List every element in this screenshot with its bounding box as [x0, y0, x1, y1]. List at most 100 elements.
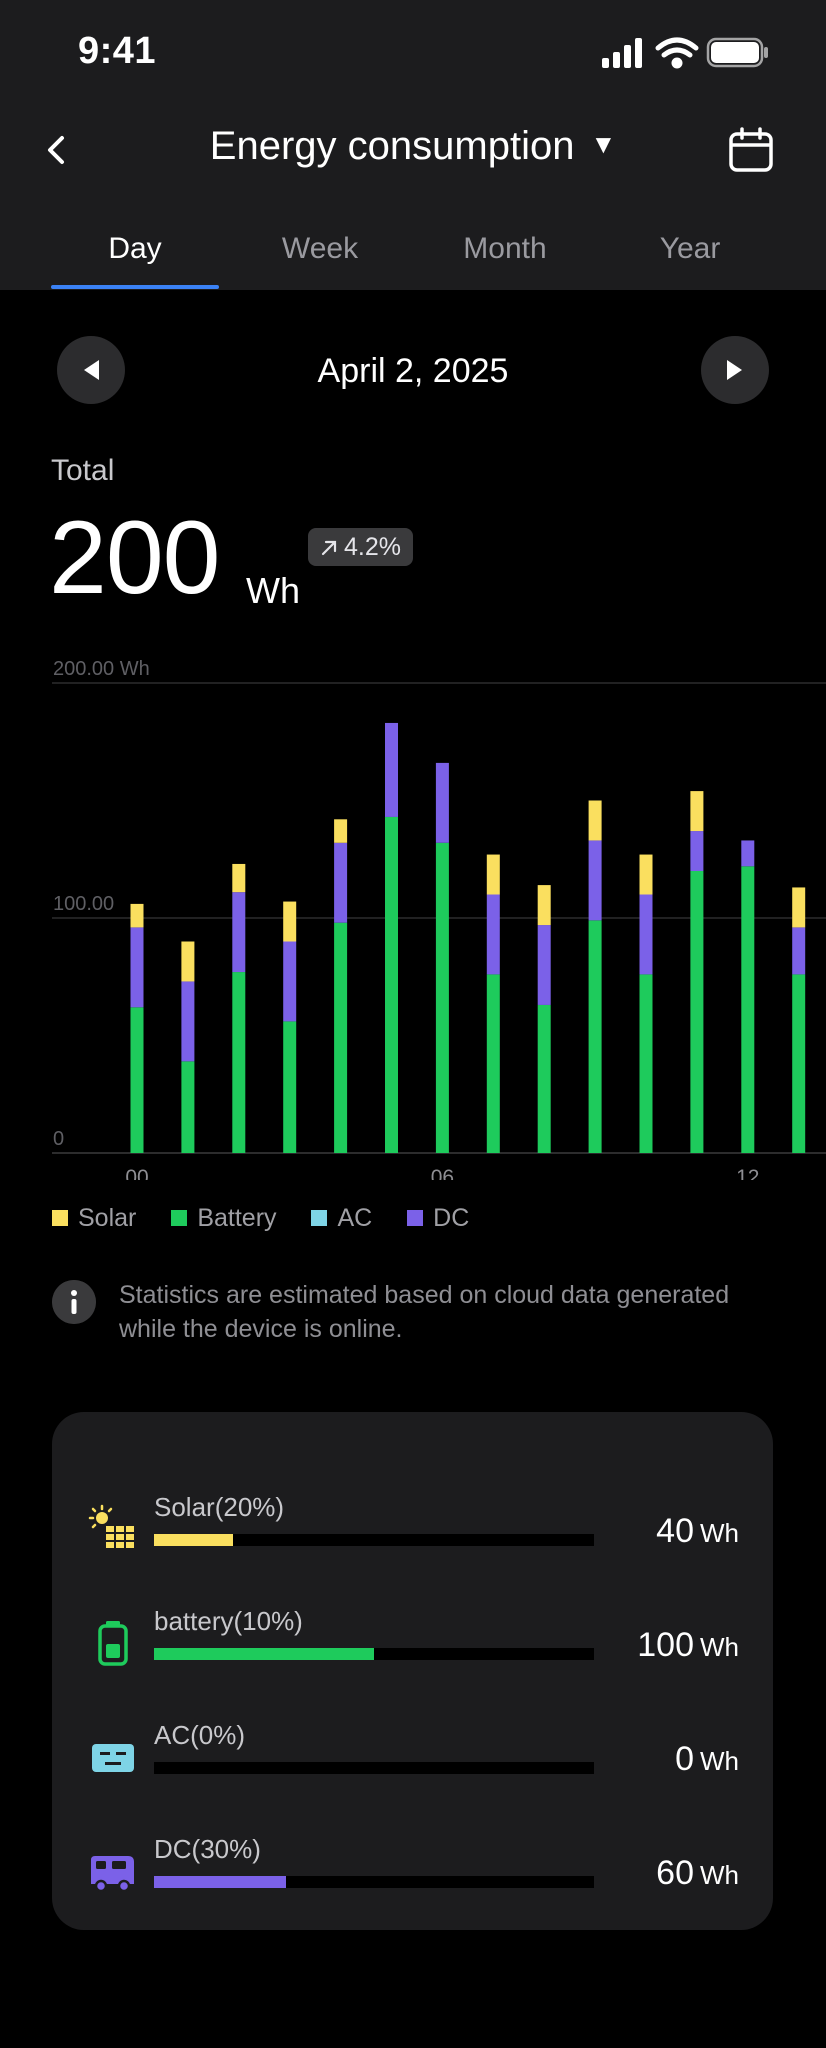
battery-bar-fill: [154, 1648, 374, 1660]
bar-segment-battery-06: [435, 842, 449, 1153]
total-value: 200: [49, 500, 221, 616]
bar-segment-solar-00: [130, 903, 144, 928]
bar-segment-dc-03: [283, 941, 297, 1022]
page-title[interactable]: Energy consumption ▼: [0, 124, 826, 169]
solar-panel-icon: [88, 1504, 134, 1548]
chevron-left-icon[interactable]: [38, 126, 74, 174]
tab-week[interactable]: Week: [281, 232, 359, 265]
date-label: April 2, 2025: [317, 352, 509, 390]
bar-segment-battery-07: [486, 974, 500, 1153]
triangle-left-icon: [84, 360, 99, 380]
bar-segment-battery-04: [334, 922, 348, 1153]
bar-segment-battery-11: [690, 871, 704, 1153]
dc-value: 60 Wh: [656, 1854, 739, 1892]
bar-segment-solar-07: [486, 854, 500, 895]
bar-segment-battery-02: [232, 972, 246, 1153]
solar-bar: [154, 1534, 594, 1546]
tab-day[interactable]: Day: [108, 232, 162, 265]
bar-segment-battery-00: [130, 1007, 144, 1153]
battery-status-icon: [706, 37, 768, 68]
period-tabs: Day Week Month Year: [0, 232, 826, 290]
y-tick-label: 200.00 Wh: [53, 658, 150, 680]
legend-ac: AC: [311, 1204, 372, 1233]
bar-segment-dc-02: [232, 892, 246, 973]
bar-segment-dc-10: [639, 894, 653, 975]
bar-segment-dc-11: [690, 831, 704, 871]
bar-segment-dc-00: [130, 927, 144, 1008]
tab-underline: [51, 285, 219, 289]
solar-bar-fill: [154, 1534, 234, 1546]
bar-segment-solar-02: [232, 863, 246, 893]
solar-value: 40 Wh: [656, 1512, 739, 1550]
tab-year[interactable]: Year: [659, 232, 721, 265]
bar-segment-solar-04: [334, 819, 348, 843]
battery-label: battery(10%): [154, 1606, 303, 1636]
total-unit: Wh: [246, 570, 300, 611]
bar-segment-solar-09: [588, 800, 602, 841]
y-tick-label: 100.00: [53, 893, 114, 915]
calendar-icon[interactable]: [728, 126, 774, 174]
ac-label: AC(0%): [154, 1720, 246, 1750]
x-tick-label: 00: [125, 1166, 148, 1180]
previous-date-button[interactable]: [57, 336, 125, 404]
bar-segment-dc-04: [334, 842, 348, 923]
breakdown-card: Solar(20%) 40 Wh battery(10%) 100 Wh AC(0%…: [52, 1412, 773, 1930]
battery-bar: [154, 1648, 594, 1660]
bar-segment-dc-12: [741, 840, 755, 867]
wifi-icon: [655, 37, 699, 69]
next-date-button[interactable]: [701, 336, 769, 404]
caret-down-icon: ▼: [590, 129, 617, 159]
bar-segment-dc-07: [486, 894, 500, 975]
bar-segment-battery-09: [588, 920, 602, 1153]
status-time: 9:41: [78, 30, 157, 72]
bar-segment-dc-09: [588, 840, 602, 921]
bar-segment-battery-05: [385, 816, 398, 1153]
breakdown-row-solar: Solar(20%) 40 Wh: [52, 1482, 773, 1582]
info-icon[interactable]: [52, 1280, 96, 1324]
bar-segment-solar-10: [639, 854, 653, 895]
ac-unit-icon: [92, 1744, 134, 1772]
bar-segment-dc-05: [385, 722, 398, 817]
triangle-right-icon: [727, 360, 742, 380]
bar-segment-battery-12: [741, 866, 755, 1153]
bar-segment-battery-13: [792, 974, 806, 1153]
bar-segment-battery-08: [537, 1004, 551, 1153]
ac-value: 0 Wh: [675, 1740, 739, 1778]
info-text: Statistics are estimated based on cloud …: [119, 1281, 730, 1343]
dc-label: DC(30%): [154, 1834, 261, 1864]
y-tick-label: 0: [53, 1128, 64, 1150]
ac-bar: [154, 1762, 594, 1774]
legend-battery: Battery: [171, 1204, 277, 1233]
header-area: 9:41 Energy consumption ▼ Day Week Month …: [0, 0, 826, 290]
status-icons: [602, 37, 768, 69]
legend-solar: Solar: [52, 1204, 136, 1233]
bar-segment-solar-08: [537, 885, 551, 926]
dc-bar-fill: [154, 1876, 286, 1888]
tab-month[interactable]: Month: [463, 232, 547, 265]
bar-segment-dc-01: [181, 981, 195, 1062]
x-tick-label: 12: [736, 1166, 759, 1180]
bar-segment-dc-08: [537, 925, 551, 1005]
camper-van-icon: [91, 1856, 134, 1893]
page-title-text: Energy consumption: [209, 124, 575, 168]
signal-icon: [602, 38, 642, 68]
battery-icon: [98, 1621, 128, 1666]
breakdown-row-dc: DC(30%) 60 Wh: [52, 1824, 773, 1924]
bar-segment-solar-13: [792, 887, 806, 928]
bar-segment-solar-01: [181, 941, 195, 982]
bar-segment-battery-03: [283, 1021, 297, 1153]
change-value: 4.2%: [344, 533, 401, 561]
change-badge: 4.2%: [308, 528, 413, 566]
dc-bar: [154, 1876, 594, 1888]
bar-segment-dc-13: [792, 927, 806, 975]
bar-segment-battery-10: [639, 974, 653, 1153]
legend-dc: DC: [407, 1204, 469, 1233]
chart-legend: Solar Battery AC DC: [52, 1204, 497, 1233]
breakdown-row-battery: battery(10%) 100 Wh: [52, 1596, 773, 1696]
battery-value: 100 Wh: [637, 1626, 739, 1664]
total-label: Total: [51, 454, 115, 487]
breakdown-row-ac: AC(0%) 0 Wh: [52, 1710, 773, 1810]
bar-segment-solar-03: [283, 901, 297, 942]
bar-segment-battery-01: [181, 1061, 195, 1153]
